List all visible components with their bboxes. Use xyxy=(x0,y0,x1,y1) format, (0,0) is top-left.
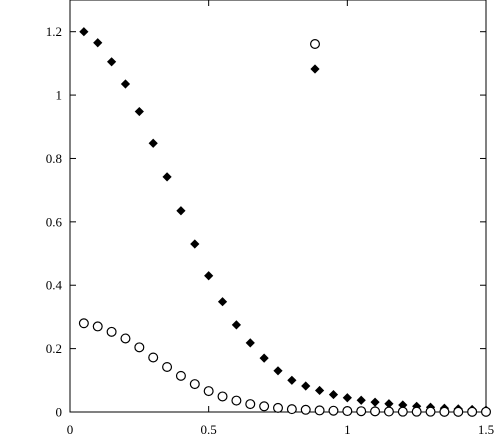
circle-point xyxy=(453,406,464,417)
circle-point xyxy=(134,342,145,353)
diamond-point xyxy=(148,138,158,148)
circle-point xyxy=(314,405,325,416)
y-tick-label: 0.2 xyxy=(46,341,62,356)
diamond-point xyxy=(79,27,89,37)
diamond-point xyxy=(231,320,241,330)
circle-point xyxy=(467,406,478,417)
circle-point xyxy=(175,370,186,381)
circle-point xyxy=(328,405,339,416)
circle-point xyxy=(383,406,394,417)
circle-point xyxy=(259,401,270,412)
x-tick-label: 1 xyxy=(344,422,351,437)
circle-point xyxy=(425,406,436,417)
diamond-point xyxy=(93,38,103,48)
circle-point xyxy=(231,395,242,406)
circle-point xyxy=(78,318,89,329)
circle-point xyxy=(411,406,422,417)
diamond-point xyxy=(107,57,117,67)
y-tick-label: 1 xyxy=(56,88,63,103)
diamond-point xyxy=(176,206,186,216)
circle-point xyxy=(245,399,256,410)
y-tick-label: 0.4 xyxy=(46,278,63,293)
diamond-point xyxy=(384,399,394,409)
diamond-point xyxy=(315,385,325,396)
axis-tick-labels: 0 0.5 1 1.5 0 0.2 0.4 0.6 0.8 1 1.2 xyxy=(46,24,494,437)
circle-point xyxy=(481,406,492,417)
axis-ticks xyxy=(69,0,487,413)
circle-point xyxy=(217,391,228,402)
circle-point xyxy=(120,333,131,344)
legend-circle-symbol xyxy=(310,38,321,49)
circle-point xyxy=(397,406,408,417)
diamond-point xyxy=(134,106,144,117)
y-tick-label: 0.6 xyxy=(46,214,63,229)
circle-point xyxy=(356,406,367,417)
diamond-point xyxy=(259,353,269,363)
y-tick-label: 0.8 xyxy=(46,151,62,166)
circle-point xyxy=(342,406,353,417)
circle-point xyxy=(148,352,159,363)
x-tick-label: 1.5 xyxy=(478,422,494,437)
diamond-point xyxy=(204,271,214,281)
circle-point xyxy=(106,326,117,337)
circle-point xyxy=(162,361,173,372)
diamond-point xyxy=(245,338,255,348)
circle-point xyxy=(300,404,311,415)
diamond-point xyxy=(120,79,131,89)
diamond-point xyxy=(287,375,297,385)
y-tick-label: 1.2 xyxy=(46,24,62,39)
data-marks xyxy=(78,27,492,417)
legend-diamond-symbol xyxy=(310,64,320,74)
x-tick-label: 0 xyxy=(67,422,74,437)
diamond-point xyxy=(356,395,366,405)
circle-point xyxy=(286,404,297,415)
diamond-point xyxy=(342,393,352,403)
circle-point xyxy=(92,321,103,332)
plot-frame xyxy=(69,0,487,413)
series-2 xyxy=(78,318,492,417)
circle-point xyxy=(189,379,200,390)
circle-point xyxy=(273,402,284,413)
diamond-point xyxy=(412,401,422,411)
diamond-point xyxy=(217,297,228,307)
x-tick-label: 0.5 xyxy=(201,422,217,437)
diamond-point xyxy=(328,389,339,400)
y-tick-label: 0 xyxy=(56,405,63,420)
diamond-point xyxy=(398,400,408,410)
circle-point xyxy=(370,406,381,417)
circle-point xyxy=(439,406,450,417)
diamond-point xyxy=(190,239,200,249)
diamond-point xyxy=(162,172,172,182)
diamond-point xyxy=(370,397,380,407)
series-1 xyxy=(79,27,491,415)
circle-point xyxy=(203,386,214,397)
legend xyxy=(310,38,321,74)
diamond-point xyxy=(273,366,283,376)
diamond-point xyxy=(301,381,311,391)
